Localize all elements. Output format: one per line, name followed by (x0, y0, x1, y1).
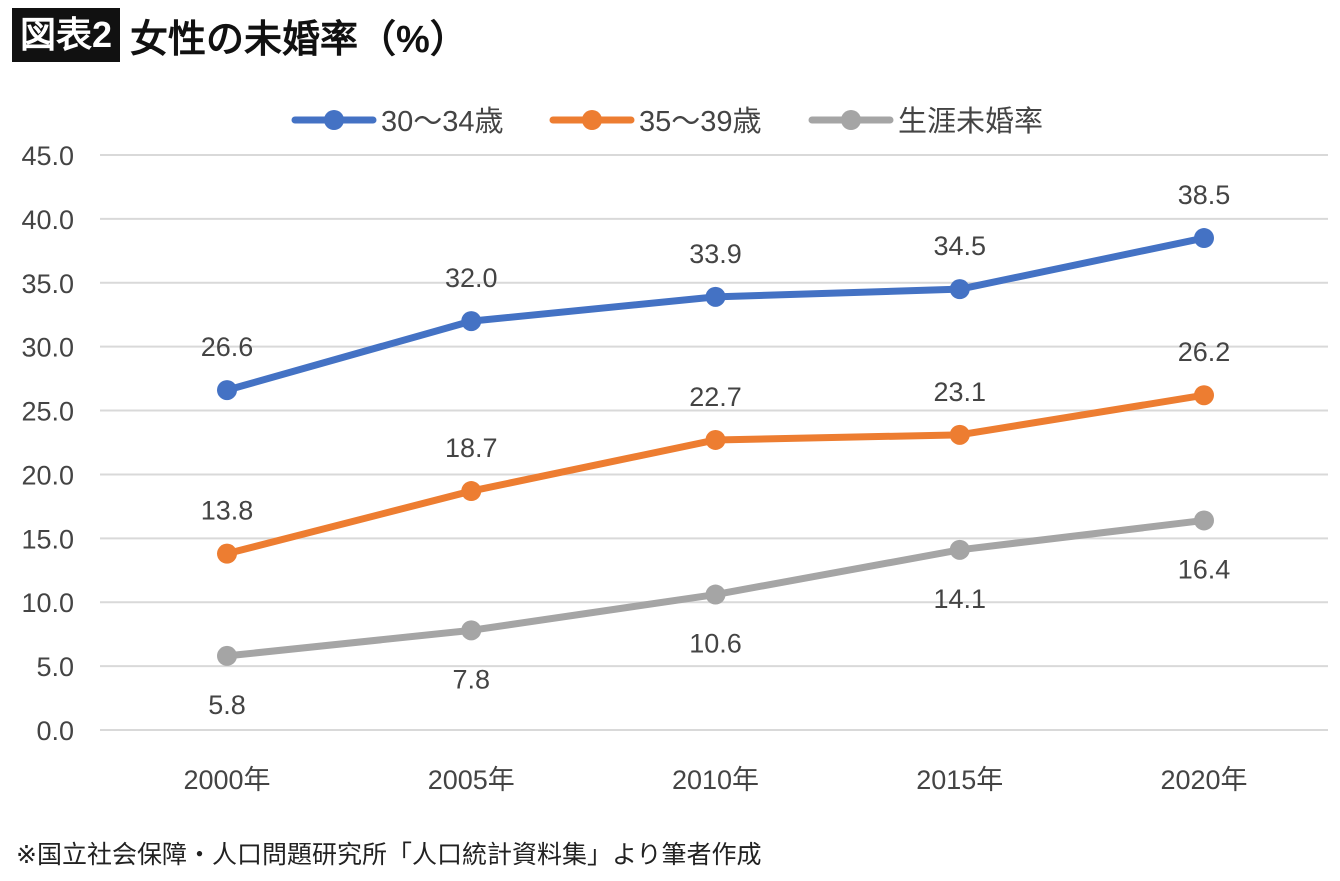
data-label: 14.1 (933, 584, 986, 614)
data-label: 26.6 (201, 332, 254, 362)
data-point (1194, 228, 1214, 249)
data-label: 38.5 (1178, 180, 1231, 210)
y-tick-label: 20.0 (21, 460, 74, 490)
data-label: 13.8 (201, 496, 254, 526)
data-point (1194, 385, 1214, 406)
x-tick-label: 2005年 (428, 765, 515, 795)
y-tick-label: 5.0 (36, 652, 74, 682)
data-label: 16.4 (1178, 554, 1231, 584)
y-tick-label: 40.0 (21, 205, 74, 235)
y-tick-label: 10.0 (21, 588, 74, 618)
data-point (705, 429, 726, 450)
data-point (705, 584, 726, 605)
data-label: 10.6 (689, 629, 742, 659)
legend-marker (582, 110, 602, 130)
data-point (461, 311, 482, 332)
data-label: 26.2 (1178, 337, 1231, 367)
y-tick-label: 15.0 (21, 524, 74, 554)
data-label: 34.5 (933, 231, 986, 261)
data-label: 5.8 (208, 690, 246, 720)
figure-badge: 図表2 (12, 8, 121, 62)
x-tick-label: 2015年 (916, 765, 1003, 795)
data-point (949, 279, 970, 300)
data-label: 18.7 (445, 433, 498, 463)
legend-label: 35～39歳 (639, 105, 762, 138)
data-label: 23.1 (933, 377, 986, 407)
data-label: 32.0 (445, 263, 498, 293)
data-point (1194, 510, 1214, 531)
legend-marker (324, 110, 344, 130)
data-point (705, 286, 726, 307)
data-label: 22.7 (689, 382, 742, 412)
y-tick-label: 35.0 (21, 269, 74, 299)
data-point (949, 539, 970, 560)
x-tick-label: 2020年 (1160, 765, 1247, 795)
x-tick-label: 2000年 (183, 765, 270, 795)
data-point (461, 481, 482, 502)
data-point (217, 645, 237, 666)
y-tick-label: 45.0 (21, 141, 74, 171)
data-point (217, 380, 237, 401)
title-block: 図表2 女性の未婚率（%） (12, 8, 468, 62)
chart-title: 女性の未婚率（%） (130, 18, 468, 61)
y-tick-label: 25.0 (21, 397, 74, 427)
data-label: 33.9 (689, 239, 742, 269)
data-point (949, 424, 970, 445)
legend-label: 生涯未婚率 (898, 105, 1043, 138)
legend-marker (841, 110, 861, 130)
data-label: 7.8 (452, 664, 490, 694)
source-note: ※国立社会保障・人口問題研究所「人口統計資料集」より筆者作成 (16, 841, 762, 869)
data-point (461, 620, 482, 641)
y-tick-label: 0.0 (36, 716, 74, 746)
data-point (217, 543, 237, 564)
x-tick-label: 2010年 (672, 765, 759, 795)
legend-label: 30～34歳 (381, 105, 504, 138)
y-tick-label: 30.0 (21, 333, 74, 363)
